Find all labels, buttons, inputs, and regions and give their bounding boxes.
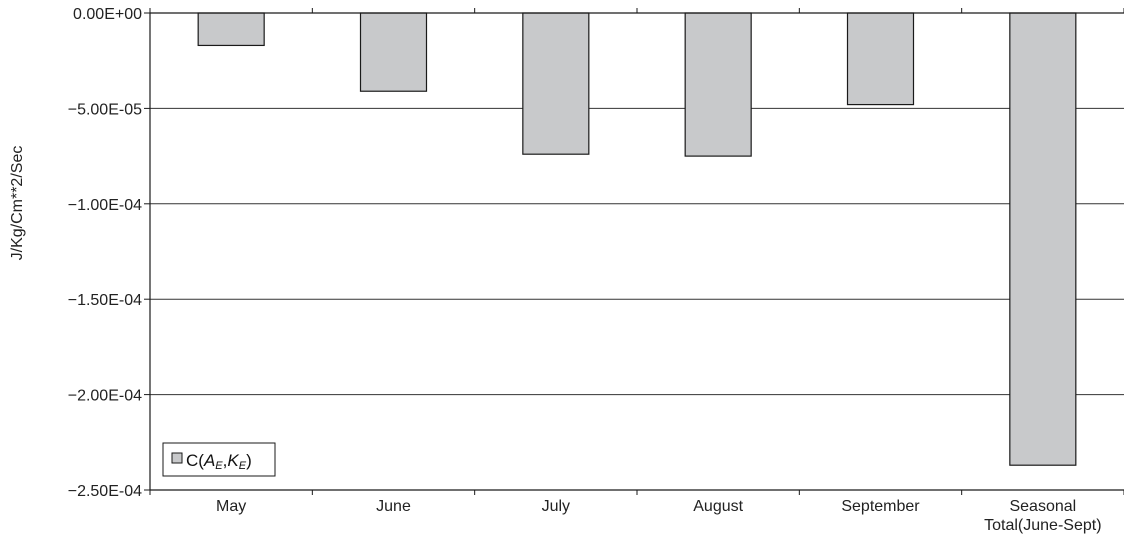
legend: C(AE,KE) (162, 442, 276, 477)
legend-label-a-sub: E (215, 460, 223, 472)
legend-label-k: K (227, 451, 239, 470)
x-tick-label: May (216, 498, 246, 515)
x-tick-labels: May June July August September Seasonal Total(… (216, 498, 1101, 534)
y-tick-label: −2.00E-04 (68, 388, 142, 405)
y-tick-labels: 0.00E+00 −5.00E-05 −1.00E-04 −1.50E-04 −2.00… (68, 6, 142, 500)
y-tick-label: −5.00E-05 (68, 101, 142, 118)
gridlines (150, 107, 1124, 396)
x-tick-label: August (693, 498, 743, 515)
bar-5 (1009, 12, 1077, 466)
legend-label-k-sub: E (239, 460, 247, 472)
axes (144, 8, 1124, 495)
legend-label-sep: , (223, 451, 228, 470)
bar-0 (197, 12, 265, 47)
bar-1 (359, 12, 428, 92)
x-tick-label: Seasonal Total(June-Sept) (984, 498, 1101, 534)
y-axis-label: J/Kg/Cm**2/Sec (9, 146, 26, 261)
x-tick-label: July (542, 498, 570, 515)
bars (197, 12, 1077, 466)
legend-label-main: C( (186, 451, 204, 470)
x-tick-label: June (376, 498, 411, 515)
bar-2 (522, 12, 590, 155)
y-tick-label: −1.50E-04 (68, 292, 142, 309)
legend-swatch (171, 452, 183, 464)
y-tick-label: −2.50E-04 (68, 483, 142, 500)
y-tick-label: −1.00E-04 (68, 197, 142, 214)
y-tick-label: 0.00E+00 (73, 6, 142, 23)
legend-label-a: A (203, 451, 215, 470)
legend-label: C(AE,KE) (186, 451, 252, 472)
x-tick-label: September (841, 498, 920, 515)
bar-4 (846, 12, 915, 106)
bar-3 (684, 12, 752, 157)
legend-label-close: ) (246, 451, 252, 470)
